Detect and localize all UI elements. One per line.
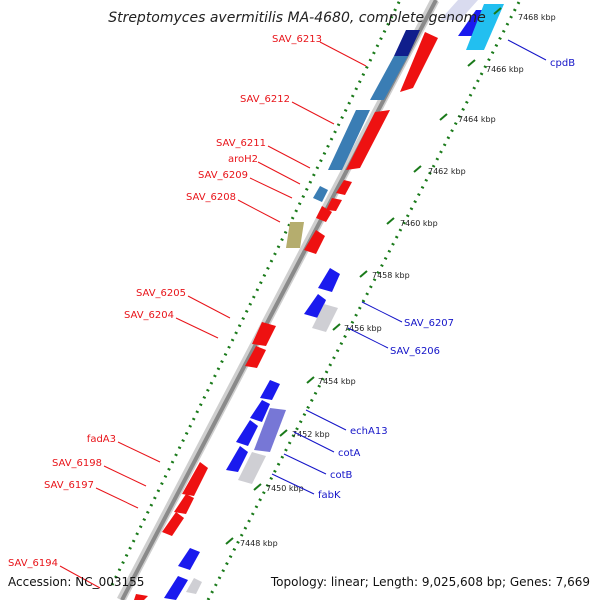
gene-label: SAV_6207 bbox=[404, 318, 454, 329]
tick-mark bbox=[253, 483, 262, 491]
gene-label: SAV_6212 bbox=[240, 94, 290, 105]
tick-label: 7458 kbp bbox=[372, 271, 410, 280]
gene-arrow-sav6207[interactable] bbox=[318, 268, 340, 292]
gene-arrow-sav6208-b[interactable] bbox=[316, 206, 332, 222]
gene-label: cotB bbox=[330, 470, 353, 481]
tick-label: 7464 kbp bbox=[458, 115, 496, 124]
tick-label: 7450 kbp bbox=[266, 484, 304, 493]
gene-arrow-aroh2[interactable] bbox=[313, 186, 328, 202]
gene-arrow-lower-2[interactable] bbox=[164, 576, 188, 600]
tick-mark bbox=[332, 323, 341, 331]
tick-mark bbox=[467, 59, 476, 67]
gene-arrow-cota[interactable] bbox=[254, 408, 286, 452]
gene-arrow-fabk[interactable] bbox=[238, 452, 266, 484]
gene-arrow-echa13[interactable] bbox=[260, 380, 280, 400]
gene-arrow-sav6194[interactable] bbox=[134, 594, 148, 600]
gene-label: cotA bbox=[338, 448, 361, 459]
gene-arrow-fada3[interactable] bbox=[182, 462, 208, 496]
gene-label: SAV_6198 bbox=[52, 458, 102, 469]
genome-summary: Topology: linear; Length: 9,025,608 bp; … bbox=[270, 575, 590, 589]
gene-arrow-lower-3[interactable] bbox=[186, 578, 202, 594]
scale-ticks: 7448 kbp 7450 kbp 7452 kbp 7454 kbp 7456… bbox=[225, 7, 556, 548]
gene-arrow-echa13-b[interactable] bbox=[250, 400, 270, 422]
reverse-labels: cpdB SAV_6207 SAV_6206 echA13 cotA cotB … bbox=[318, 58, 575, 501]
gene-label: SAV_6211 bbox=[216, 138, 266, 149]
tick-label: 7456 kbp bbox=[344, 324, 382, 333]
tick-mark bbox=[306, 376, 315, 384]
tick-mark bbox=[225, 537, 234, 545]
forward-labels: SAV_6213 SAV_6212 SAV_6211 aroH2 SAV_620… bbox=[8, 34, 322, 569]
gene-label: aroH2 bbox=[228, 154, 258, 165]
gene-arrow-cpdb-b[interactable] bbox=[466, 4, 504, 50]
map-title: Streptomyces avermitilis MA-4680, comple… bbox=[108, 10, 486, 26]
tick-mark bbox=[386, 217, 395, 225]
gene-arrow-lower-1[interactable] bbox=[178, 548, 200, 570]
tick-mark bbox=[493, 7, 502, 15]
reverse-genes bbox=[164, 0, 504, 600]
gene-arrow-sav6209[interactable] bbox=[326, 198, 342, 211]
forward-genes bbox=[134, 30, 438, 600]
gene-arrow-sav6208-c[interactable] bbox=[304, 230, 325, 254]
reverse-dotted-track bbox=[206, 0, 522, 600]
gene-label: SAV_6208 bbox=[186, 192, 236, 203]
gene-arrow-sav6197[interactable] bbox=[162, 512, 184, 536]
gene-arrow-sav6208[interactable] bbox=[286, 222, 304, 248]
gene-arrow-sav6213-b[interactable] bbox=[370, 56, 408, 100]
gene-arrow-sav6212[interactable] bbox=[400, 32, 438, 92]
gene-arrow-sav6206[interactable] bbox=[312, 304, 338, 332]
gene-arrow-sav6205[interactable] bbox=[252, 322, 276, 346]
gene-arrow-sav6198[interactable] bbox=[174, 494, 194, 514]
gene-arrow-sav6213[interactable] bbox=[394, 30, 420, 56]
gene-label: cpdB bbox=[550, 58, 575, 69]
gene-arrow-sav6204[interactable] bbox=[245, 346, 266, 368]
reverse-leader-lines bbox=[271, 39, 547, 495]
gene-arrow-sav6211[interactable] bbox=[328, 110, 370, 170]
gene-label: fadA3 bbox=[87, 434, 116, 445]
tick-label: 7452 kbp bbox=[292, 430, 330, 439]
tick-label: 7462 kbp bbox=[428, 167, 466, 176]
tick-label: 7448 kbp bbox=[240, 539, 278, 548]
gene-label: SAV_6206 bbox=[390, 346, 440, 357]
gene-label: echA13 bbox=[350, 426, 388, 437]
tick-mark bbox=[439, 113, 448, 121]
gene-label: SAV_6194 bbox=[8, 558, 58, 569]
tick-label: 7460 kbp bbox=[400, 219, 438, 228]
gene-label: fabK bbox=[318, 490, 341, 501]
tick-mark bbox=[279, 429, 288, 437]
gene-arrow-sav6211-b[interactable] bbox=[346, 110, 390, 170]
tick-mark bbox=[413, 165, 422, 173]
gene-label: SAV_6213 bbox=[272, 34, 322, 45]
tick-label: 7466 kbp bbox=[486, 65, 524, 74]
gene-arrow-cpdb-c[interactable] bbox=[440, 0, 478, 20]
gene-arrow-aroh2-b[interactable] bbox=[336, 180, 352, 195]
gene-label: SAV_6204 bbox=[124, 310, 174, 321]
tick-label: 7454 kbp bbox=[318, 377, 356, 386]
accession-text: Accession: NC_003155 bbox=[8, 575, 144, 589]
gene-label: SAV_6209 bbox=[198, 170, 248, 181]
gene-label: SAV_6205 bbox=[136, 288, 186, 299]
forward-leader-lines bbox=[59, 41, 367, 589]
gene-label: SAV_6197 bbox=[44, 480, 94, 491]
tick-label: 7468 kbp bbox=[518, 13, 556, 22]
gene-arrow-cota-b[interactable] bbox=[236, 420, 258, 446]
tick-mark bbox=[359, 270, 368, 278]
gene-arrow-cotb[interactable] bbox=[226, 446, 248, 472]
